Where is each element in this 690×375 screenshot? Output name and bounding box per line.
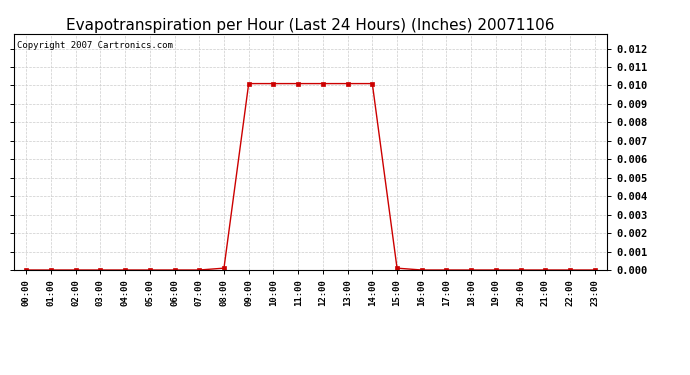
Text: Copyright 2007 Cartronics.com: Copyright 2007 Cartronics.com [17,41,172,50]
Title: Evapotranspiration per Hour (Last 24 Hours) (Inches) 20071106: Evapotranspiration per Hour (Last 24 Hou… [66,18,555,33]
